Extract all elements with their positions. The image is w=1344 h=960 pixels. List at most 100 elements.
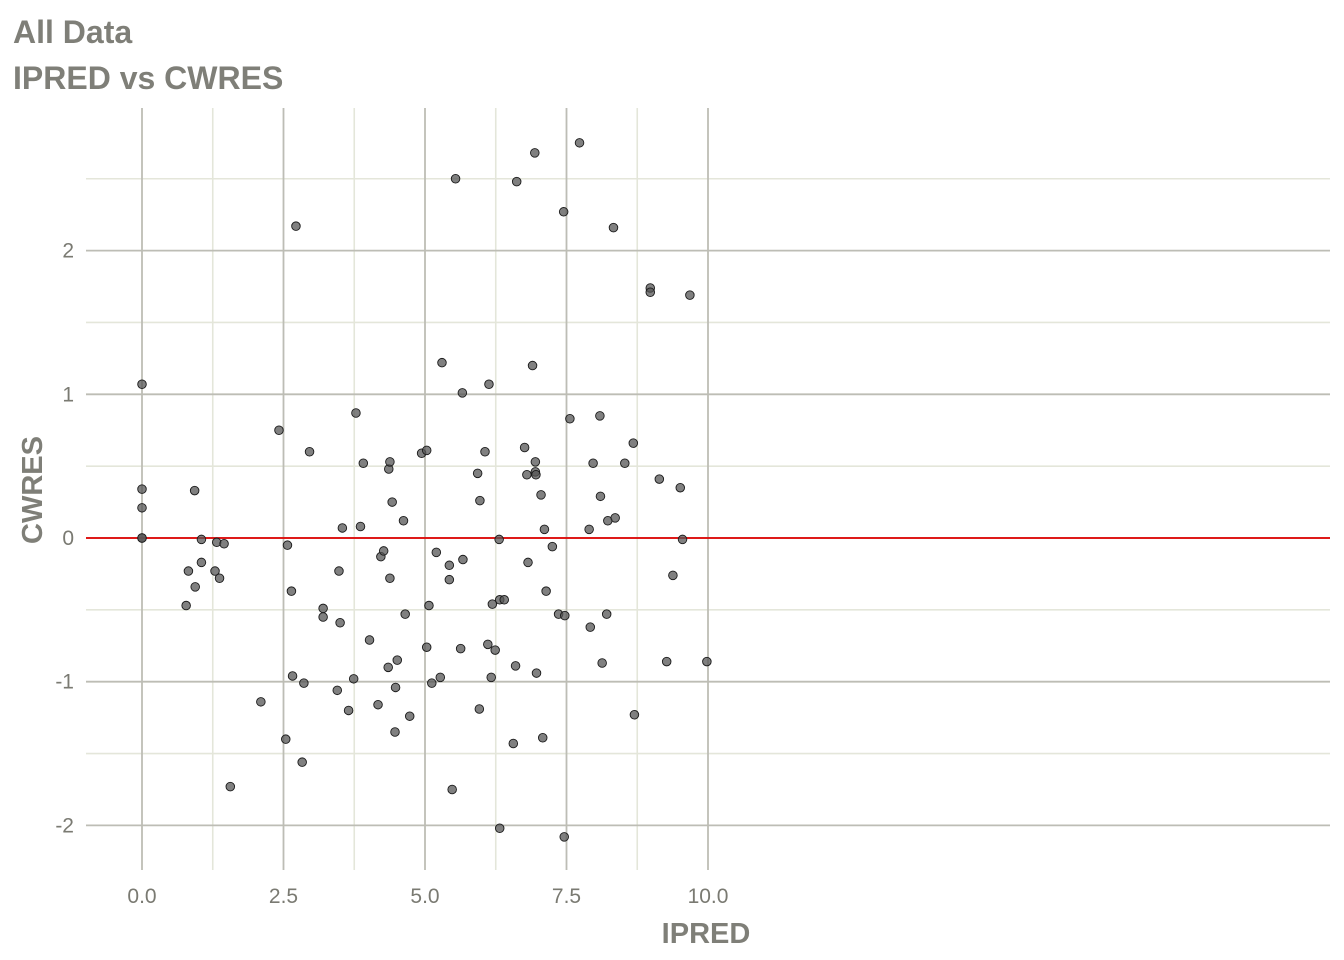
data-point [499, 595, 509, 605]
data-point [190, 582, 200, 592]
data-point [547, 541, 558, 552]
data-point [383, 662, 393, 673]
data-point [559, 832, 569, 842]
y-tick-label: 1 [62, 383, 74, 406]
data-point [348, 674, 359, 684]
data-point [486, 672, 496, 683]
data-point [661, 656, 672, 667]
data-point [574, 138, 585, 148]
data-point [511, 176, 522, 187]
data-point [608, 222, 619, 233]
data-point [137, 379, 147, 389]
data-point [522, 470, 532, 480]
data-point [196, 534, 207, 545]
data-point [510, 661, 521, 671]
data-point [424, 600, 434, 611]
y-tick-label: -2 [55, 814, 74, 837]
data-point [537, 732, 548, 743]
data-point [358, 458, 369, 469]
data-point [225, 781, 236, 792]
data-point [181, 600, 191, 611]
data-point [536, 490, 546, 500]
grid-lines [86, 108, 1330, 870]
y-axis-title: CWRES [17, 436, 49, 544]
data-point [601, 609, 612, 619]
data-point [585, 622, 596, 632]
data-point [398, 516, 409, 526]
data-point [189, 485, 200, 496]
data-point [281, 734, 291, 744]
data-point [527, 360, 538, 371]
data-point [645, 287, 656, 298]
data-point [480, 447, 490, 457]
data-point [318, 603, 328, 614]
data-point [304, 447, 315, 457]
data-point [490, 645, 500, 655]
data-point [530, 457, 541, 467]
data-point [447, 784, 457, 795]
data-point [390, 682, 401, 693]
data-point [508, 738, 519, 749]
data-point [668, 570, 678, 581]
data-point [378, 546, 389, 556]
data-point [702, 656, 712, 667]
data-point [373, 699, 383, 710]
data-point [558, 207, 569, 217]
data-point [421, 445, 432, 456]
data-point [343, 705, 354, 716]
data-point [282, 540, 293, 550]
data-point [297, 757, 307, 767]
data-point [457, 388, 468, 398]
data-point [196, 557, 207, 568]
data-point [137, 484, 147, 494]
data-point [487, 599, 498, 609]
data-point [530, 148, 540, 158]
data-point [137, 503, 147, 513]
data-point [629, 710, 640, 720]
data-point [474, 704, 485, 714]
data-point [494, 534, 504, 545]
x-axis-ticks: 0.0 2.5 5.0 7.5 10.0 [127, 885, 728, 908]
x-tick-label: 7.5 [552, 885, 581, 908]
data-point [677, 534, 688, 545]
data-point [355, 521, 366, 532]
data-point [291, 221, 301, 231]
data-point [531, 470, 541, 480]
y-tick-label: 0 [62, 527, 74, 550]
data-point [654, 474, 665, 484]
x-tick-label: 10.0 [688, 885, 729, 908]
data-point [351, 408, 361, 418]
data-point [219, 538, 229, 549]
chart-subtitle: IPRED vs CWRES [13, 60, 284, 96]
data-point [584, 524, 594, 535]
data-point [286, 586, 297, 596]
x-axis-title: IPRED [662, 918, 751, 950]
data-point [595, 491, 606, 502]
data-point [685, 290, 695, 300]
data-point [560, 610, 570, 621]
data-point [385, 573, 395, 583]
data-point [458, 554, 468, 565]
y-axis-ticks: -2 -1 0 1 2 [55, 240, 74, 838]
data-point [475, 495, 485, 506]
data-point [334, 566, 344, 576]
data-point [437, 357, 447, 368]
data-point [210, 566, 220, 576]
data-point [450, 173, 461, 184]
data-point [483, 639, 493, 650]
data-point [183, 566, 194, 576]
data-point [610, 513, 620, 523]
data-point [400, 609, 410, 619]
data-point [597, 658, 607, 668]
data-point [387, 497, 397, 507]
data-point [337, 523, 348, 533]
data-point [137, 533, 147, 543]
data-point [455, 643, 466, 654]
data-point [628, 438, 639, 448]
data-point [392, 655, 403, 665]
x-tick-label: 0.0 [127, 885, 156, 908]
data-point [523, 557, 533, 568]
data-point [484, 379, 494, 389]
data-point [404, 711, 415, 721]
